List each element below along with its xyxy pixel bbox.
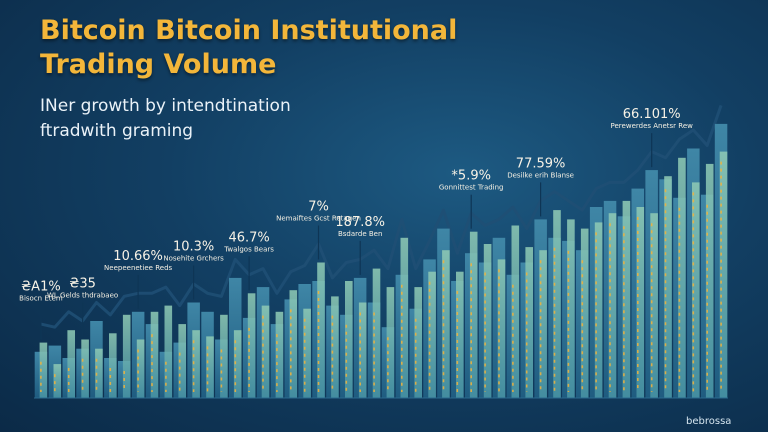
bar-series-2 bbox=[400, 237, 409, 398]
bar-series-2 bbox=[345, 281, 353, 398]
annotation-label: Bisocn Etem bbox=[19, 295, 63, 303]
bar-series-2 bbox=[511, 225, 520, 398]
bar-series-2 bbox=[136, 339, 145, 398]
bar-series-2 bbox=[678, 157, 686, 398]
annotation-value: 46.7% bbox=[228, 230, 269, 245]
bar-series-2 bbox=[622, 200, 631, 398]
annotation-value: 77.59% bbox=[516, 156, 566, 171]
bar-series-2 bbox=[81, 339, 89, 398]
chart-subtitle: INer growth by intendtination ftradwith … bbox=[40, 96, 291, 141]
bar-series-2 bbox=[483, 244, 492, 398]
bar-series-2 bbox=[261, 305, 270, 398]
trend-line bbox=[40, 104, 723, 329]
bar-series-2 bbox=[650, 213, 658, 398]
bar-series-2 bbox=[192, 330, 200, 398]
annotation-value: 187.8% bbox=[335, 215, 385, 230]
bar-series-2 bbox=[469, 231, 478, 398]
bar-series-2 bbox=[664, 176, 672, 398]
chart-title: Bitcoin Bitcoin Institutional Trading Vo… bbox=[40, 15, 458, 80]
bar-series-2 bbox=[122, 314, 131, 398]
bar-series-2 bbox=[164, 305, 173, 398]
bar-series-2 bbox=[428, 271, 436, 398]
annotation-label: Neepeenetiee Reds bbox=[104, 264, 172, 272]
bar-series-2 bbox=[692, 182, 700, 398]
annotation-value: ₴35 bbox=[69, 277, 96, 292]
bar-series-2 bbox=[39, 342, 48, 398]
bar-series-2 bbox=[53, 364, 62, 398]
watermark-text: bebrossa bbox=[686, 416, 732, 427]
bar-series-2 bbox=[719, 151, 728, 398]
bar-series-2 bbox=[150, 311, 159, 398]
bar-series-2 bbox=[580, 228, 589, 398]
bar-series-2 bbox=[233, 330, 242, 398]
annotation-value: 10.66% bbox=[113, 249, 163, 264]
bar-series-2 bbox=[220, 314, 228, 398]
bar-series-2 bbox=[178, 324, 186, 398]
bar-series-2 bbox=[608, 213, 617, 398]
bar-series-2 bbox=[206, 336, 214, 398]
bar-series-2 bbox=[567, 219, 575, 398]
bar-series-2 bbox=[539, 250, 547, 398]
bar-series-2 bbox=[636, 207, 645, 398]
bar-series-2 bbox=[247, 293, 256, 398]
annotation-label: Perewerdes Anetsr Rew bbox=[611, 122, 694, 130]
annotation-label: Nosehite Grchers bbox=[163, 255, 224, 263]
bar-series-2 bbox=[109, 333, 117, 398]
bar-series-2 bbox=[303, 308, 311, 398]
bar-series-2 bbox=[358, 302, 367, 398]
bar-series-2 bbox=[331, 296, 339, 398]
bar-series-2 bbox=[372, 268, 381, 398]
bar-series-2 bbox=[289, 290, 298, 398]
annotation-label: Bsdarde Ben bbox=[338, 230, 382, 238]
bar-series-2 bbox=[497, 259, 506, 398]
bar-series-2 bbox=[95, 348, 103, 398]
annotation-label: Nemaiftes Gcst Retagen bbox=[276, 215, 361, 223]
annotation-value: ₴A1% bbox=[21, 280, 61, 295]
annotation-value: 66.101% bbox=[623, 107, 681, 122]
bar-series-2 bbox=[317, 262, 325, 398]
bar-series-2 bbox=[67, 330, 75, 398]
bar-series-2 bbox=[553, 210, 561, 398]
annotation-label: Gonnittest Trading bbox=[439, 184, 504, 192]
annotation-label: Twalgos Bears bbox=[223, 245, 274, 253]
bar-series-2 bbox=[456, 271, 464, 398]
annotation-label: Desilke erih Blanse bbox=[507, 171, 574, 179]
annotation-value: 7% bbox=[308, 200, 329, 215]
bar-series-2 bbox=[442, 250, 450, 398]
bar-series-2 bbox=[275, 311, 284, 398]
bar-series-2 bbox=[705, 163, 714, 398]
annotation-label: WL Gelds thdrabaeo bbox=[47, 292, 118, 300]
bar-series-2 bbox=[525, 247, 533, 398]
bar-series-2 bbox=[386, 287, 395, 398]
bar-series-2 bbox=[594, 222, 603, 398]
annotation-value: *5.9% bbox=[451, 169, 491, 184]
bar-series-2 bbox=[414, 287, 422, 398]
annotation-value: 10.3% bbox=[173, 240, 214, 255]
